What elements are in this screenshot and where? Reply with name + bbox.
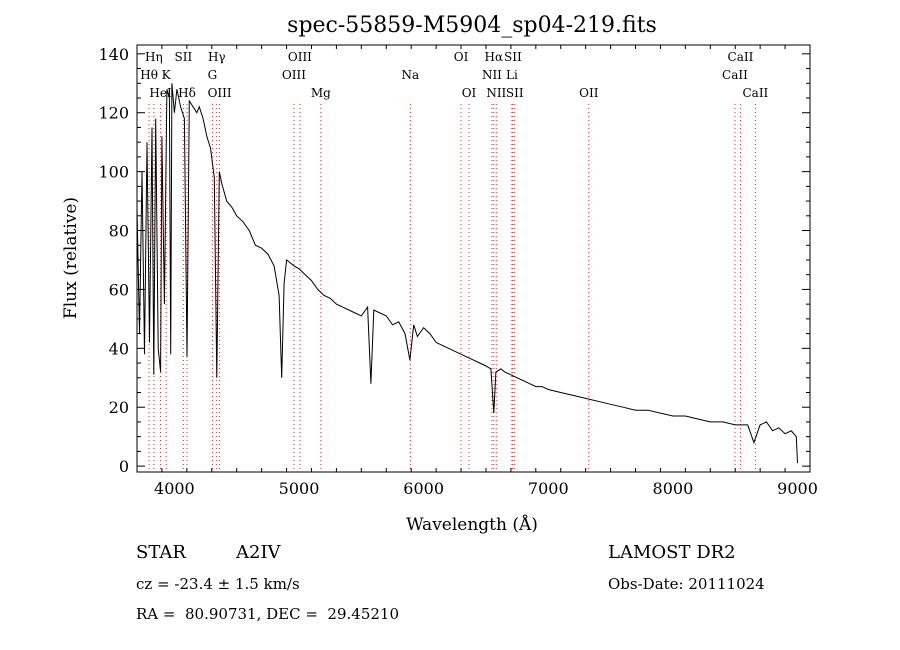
line-marker-label: OIII — [288, 50, 312, 64]
line-marker-label: SII — [506, 86, 524, 100]
y-tick-label: 120 — [98, 104, 129, 123]
line-marker-label: CaII — [728, 50, 754, 64]
x-tick-label: 4000 — [154, 479, 195, 498]
x-axis-label: Wavelength (Å) — [406, 514, 538, 535]
line-marker-label: CaII — [722, 68, 748, 82]
star-subclass: A2IV — [235, 542, 282, 563]
survey-name: LAMOST DR2 — [608, 542, 736, 563]
line-marker-label: G — [208, 68, 218, 82]
y-tick-label: 140 — [98, 45, 129, 64]
line-marker-label: NII — [482, 68, 502, 82]
line-marker-label: SII — [504, 50, 522, 64]
line-marker-label: Hθ — [140, 68, 158, 82]
spectrum-line — [136, 83, 798, 464]
x-tick-label: 9000 — [777, 479, 818, 498]
line-marker-label: Mg — [311, 86, 331, 100]
line-marker-label: NII — [486, 86, 506, 100]
line-marker-label: OIII — [282, 68, 306, 82]
line-marker-label: Hδ — [178, 86, 196, 100]
x-axis: 4000 5000 6000 7000 8000 9000 — [136, 45, 818, 498]
line-marker-label: OI — [462, 86, 477, 100]
y-axis-label: Flux (relative) — [61, 197, 81, 319]
line-marker-label: K — [162, 68, 172, 82]
x-tick-label: 7000 — [528, 479, 569, 498]
line-marker-label: Li — [506, 68, 518, 82]
star-class: STAR — [136, 542, 186, 563]
observation-date: Obs-Date: 20111024 — [608, 575, 765, 593]
line-marker-label: Hη — [145, 50, 163, 64]
y-axis: 0 20 40 60 80 100 120 140 — [98, 45, 810, 476]
y-tick-label: 60 — [109, 280, 129, 299]
redshift-cz: cz = -23.4 ± 1.5 km/s — [136, 575, 300, 593]
chart-title: spec-55859-M5904_sp04-219.fits — [287, 13, 657, 38]
line-marker-label: Hγ — [208, 50, 226, 64]
y-tick-label: 20 — [109, 398, 129, 417]
line-marker-label: CaII — [742, 86, 768, 100]
line-marker-label: Na — [401, 68, 419, 82]
spectrum-series — [136, 83, 798, 464]
y-tick-label: 0 — [119, 457, 129, 476]
line-marker-label: OI — [454, 50, 469, 64]
y-tick-label: 40 — [109, 339, 129, 358]
line-marker-label: Hα — [485, 50, 504, 64]
y-tick-label: 80 — [109, 222, 129, 241]
line-marker-label: SII — [175, 50, 193, 64]
y-tick-label: 100 — [98, 163, 129, 182]
line-marker-label: HeI — [149, 86, 172, 100]
x-tick-label: 5000 — [279, 479, 320, 498]
plot-frame — [136, 44, 811, 473]
line-marker-label: OII — [579, 86, 599, 100]
coordinates: RA = 80.90731, DEC = 29.45210 — [136, 605, 399, 623]
x-tick-label: 8000 — [653, 479, 694, 498]
x-tick-label: 6000 — [403, 479, 444, 498]
line-marker-label: OIII — [208, 86, 232, 100]
